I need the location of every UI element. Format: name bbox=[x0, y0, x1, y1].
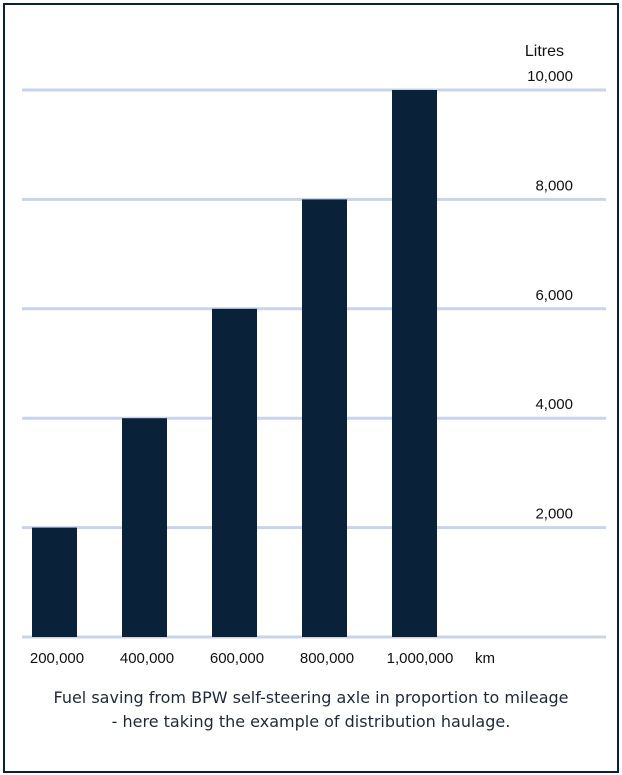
x-tick-label: 600,000 bbox=[210, 650, 264, 667]
y-tick-label: 2,000 bbox=[535, 506, 573, 523]
bar bbox=[122, 418, 167, 637]
x-tick-label: 1,000,000 bbox=[387, 650, 454, 667]
y-tick-label: 6,000 bbox=[535, 287, 573, 304]
x-tick-label: 200,000 bbox=[30, 650, 84, 667]
bar bbox=[32, 527, 77, 637]
y-tick-label: 4,000 bbox=[535, 396, 573, 413]
x-tick-label: 400,000 bbox=[120, 650, 174, 667]
caption-line-2: - here taking the example of distributio… bbox=[111, 712, 511, 731]
chart-caption: Fuel saving from BPW self-steering axle … bbox=[0, 686, 622, 734]
x-tick-label: 800,000 bbox=[300, 650, 354, 667]
bar bbox=[392, 90, 437, 637]
labels: 2,000 4,000 6,000 8,000 10,000 Litres 200,000 4… bbox=[30, 43, 573, 667]
x-axis-unit: km bbox=[475, 650, 495, 667]
caption-line-1: Fuel saving from BPW self-steering axle … bbox=[53, 688, 569, 707]
y-axis-title: Litres bbox=[525, 43, 564, 60]
bar bbox=[302, 199, 347, 637]
bars bbox=[32, 90, 437, 637]
bar bbox=[212, 308, 257, 637]
y-tick-label: 8,000 bbox=[535, 177, 573, 194]
y-tick-label: 10,000 bbox=[527, 68, 573, 85]
